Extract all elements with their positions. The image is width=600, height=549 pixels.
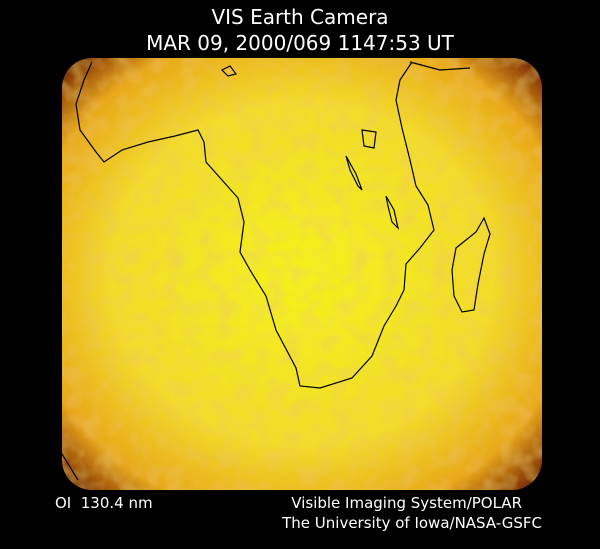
title: VIS Earth Camera xyxy=(211,5,388,29)
credit-line: Visible Imaging System/POLAR xyxy=(291,494,522,512)
coastlines xyxy=(61,61,491,481)
credit-line: The University of Iowa/NASA-GSFC xyxy=(281,514,542,532)
filter-label: OI 130.4 nm xyxy=(55,494,153,512)
coast-edge xyxy=(61,453,79,481)
earth-image xyxy=(62,58,542,490)
rift-lake xyxy=(345,155,363,191)
lake xyxy=(361,129,377,149)
africa-coast xyxy=(75,61,435,389)
coast-north xyxy=(409,61,471,71)
subtitle: MAR 09, 2000/069 1147:53 UT xyxy=(146,31,455,55)
island xyxy=(220,65,238,77)
rift-lake xyxy=(385,195,400,230)
madagascar xyxy=(451,216,491,313)
